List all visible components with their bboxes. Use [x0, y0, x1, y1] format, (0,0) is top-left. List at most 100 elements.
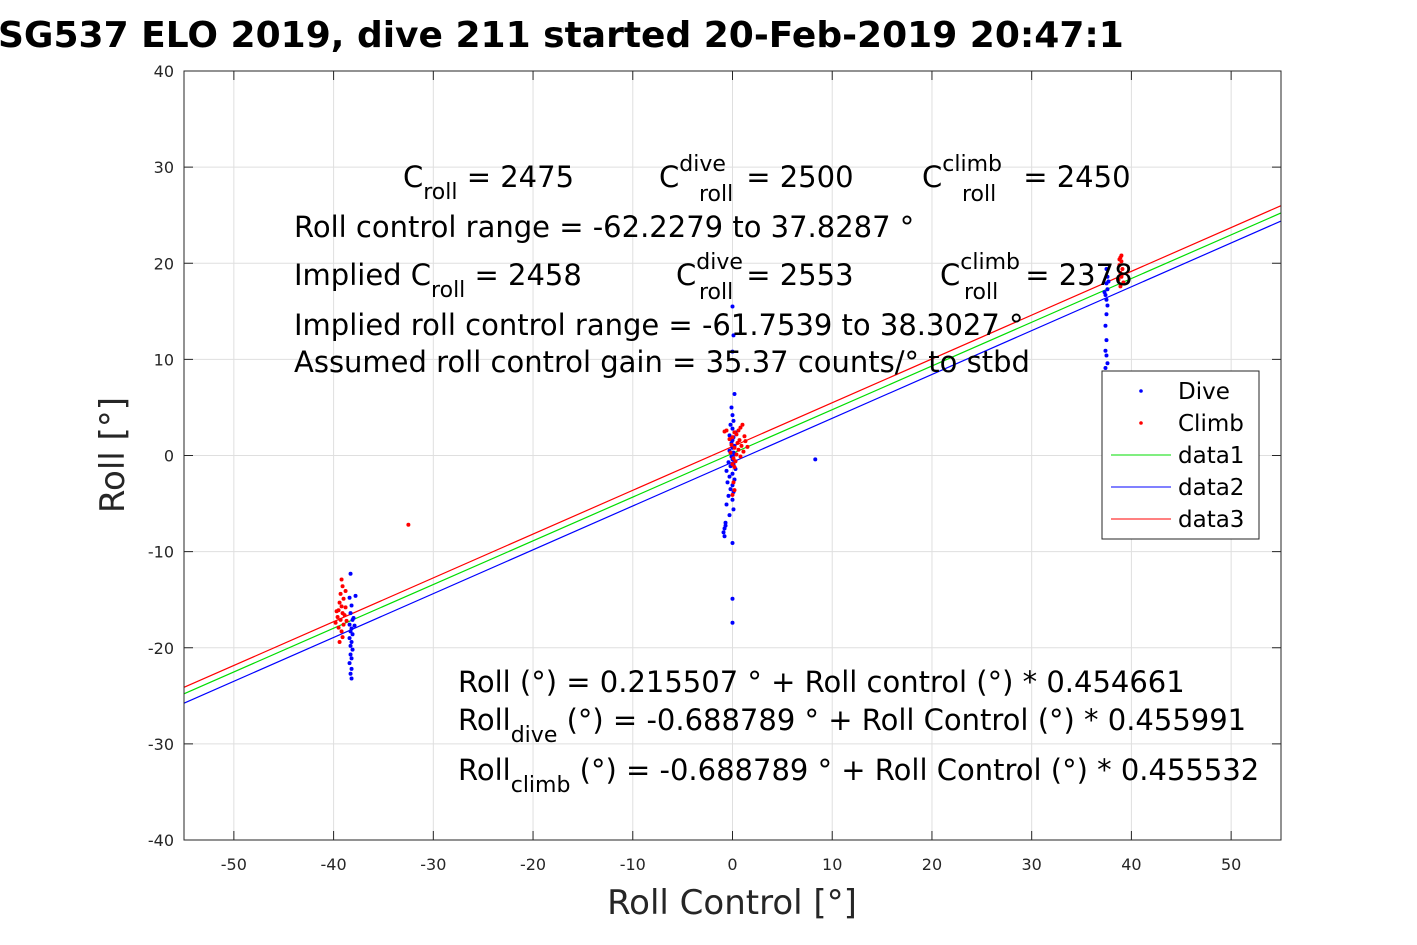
dive-point — [347, 636, 352, 641]
climb-point — [731, 480, 736, 485]
climb-point — [1118, 284, 1123, 289]
climb-point — [342, 613, 347, 618]
climb-point — [736, 428, 741, 433]
c-climb-sup: climb — [942, 152, 1002, 177]
annotation-implied-c-dive: Cdive roll = 2553 — [676, 250, 854, 305]
dive-point — [1105, 287, 1110, 292]
implied-climb-sup: climb — [960, 250, 1020, 275]
dive-point — [730, 413, 735, 418]
climb-point — [339, 604, 344, 609]
dive-point — [1104, 338, 1109, 343]
climb-point — [341, 596, 346, 601]
annotation-c-climb: Cclimb roll = 2450 — [922, 152, 1131, 207]
implied-climb-base: C — [940, 258, 960, 292]
c-dive-value: = 2500 — [737, 160, 854, 194]
y-tick-label: 30 — [154, 158, 174, 177]
climb-point — [731, 456, 736, 461]
dive-point — [353, 593, 358, 598]
fit-climb-base: Roll — [458, 753, 511, 787]
dive-point — [727, 513, 732, 518]
annotation-implied-c-climb: Cclimb roll = 2378 — [940, 250, 1133, 305]
dive-point — [723, 523, 728, 528]
climb-point — [344, 618, 349, 623]
climb-point — [1119, 274, 1124, 279]
c-climb-value: = 2450 — [1014, 160, 1131, 194]
y-tick-label: -40 — [148, 831, 174, 850]
dive-point — [726, 493, 731, 498]
dive-point — [1104, 267, 1109, 272]
x-tick-label: -20 — [520, 855, 546, 874]
climb-point — [727, 437, 732, 442]
fit-climb-rest: (°) = -0.688789 ° + Roll Control (°) * 0… — [570, 753, 1259, 787]
dive-point — [1103, 348, 1108, 353]
y-tick-label: -20 — [148, 639, 174, 658]
dive-point — [732, 391, 737, 396]
dive-point — [730, 304, 735, 309]
implied-dive-base: C — [676, 258, 696, 292]
dive-point — [726, 460, 731, 465]
y-tick-label: 0 — [164, 447, 174, 466]
dive-point — [731, 333, 736, 338]
climb-point — [730, 435, 735, 440]
climb-point — [343, 589, 348, 594]
legend-climb-label: Climb — [1178, 411, 1244, 437]
dive-point — [730, 471, 735, 476]
dive-point — [1104, 353, 1109, 358]
climb-point — [728, 450, 733, 455]
climb-point — [729, 442, 734, 447]
dive-point — [349, 666, 354, 671]
y-tick-label: -10 — [148, 543, 174, 562]
climb-point — [335, 614, 340, 619]
x-tick-label: 50 — [1221, 855, 1241, 874]
climb-point — [730, 492, 735, 497]
dive-point — [1106, 279, 1111, 284]
dive-point — [1103, 366, 1108, 371]
annotation-range: Roll control range = -62.2279 to 37.8287… — [294, 210, 914, 244]
annotation-fit-climb: Rollclimb (°) = -0.688789 ° + Roll Contr… — [458, 753, 1259, 798]
climb-point — [741, 449, 746, 454]
c-climb-sub: roll — [962, 182, 996, 207]
climb-point — [745, 444, 750, 449]
climb-point — [338, 617, 343, 622]
climb-point — [333, 620, 338, 625]
x-tick-label: -10 — [620, 855, 646, 874]
dive-point — [721, 530, 726, 535]
dive-point — [731, 418, 736, 423]
legend-data3-label: data3 — [1178, 507, 1244, 533]
dive-point — [727, 474, 732, 479]
implied-value: = 2458 — [465, 258, 582, 292]
dive-point — [730, 497, 735, 502]
x-tick-label: 30 — [1022, 855, 1042, 874]
dive-point — [350, 647, 355, 652]
climb-point — [736, 447, 741, 452]
climb-point — [1116, 277, 1121, 282]
dive-point — [727, 433, 732, 438]
dive-point — [730, 596, 735, 601]
annotation-fit-all: Roll (°) = 0.215507 ° + Roll control (°)… — [458, 665, 1185, 699]
c-dive-sup: dive — [679, 152, 726, 177]
dive-point — [1104, 312, 1109, 317]
climb-point — [339, 577, 344, 582]
dive-point — [729, 405, 734, 410]
y-tick-label: 10 — [154, 350, 174, 369]
implied-sub: roll — [431, 278, 465, 303]
legend-dive-label: Dive — [1178, 379, 1230, 405]
dive-point — [348, 571, 353, 576]
dive-point — [349, 676, 354, 681]
y-axis-label: Roll [°] — [93, 397, 133, 513]
c-dive-base: C — [659, 160, 679, 194]
implied-dive-sub: roll — [699, 280, 733, 305]
dive-point — [1105, 303, 1110, 308]
climb-point — [738, 454, 743, 459]
annotation-implied-c-roll: Implied Croll = 2458 — [294, 258, 582, 303]
dive-point — [352, 623, 357, 628]
annotation-c-roll: Croll = 2475 — [403, 160, 574, 205]
fit-line-data2 — [183, 220, 1282, 704]
climb-point — [338, 591, 343, 596]
climb-point — [1118, 270, 1123, 275]
dive-point — [731, 507, 736, 512]
dive-point — [722, 534, 727, 539]
y-tick-label: 20 — [154, 254, 174, 273]
dive-point — [349, 656, 354, 661]
c-roll-sub: roll — [423, 180, 457, 205]
